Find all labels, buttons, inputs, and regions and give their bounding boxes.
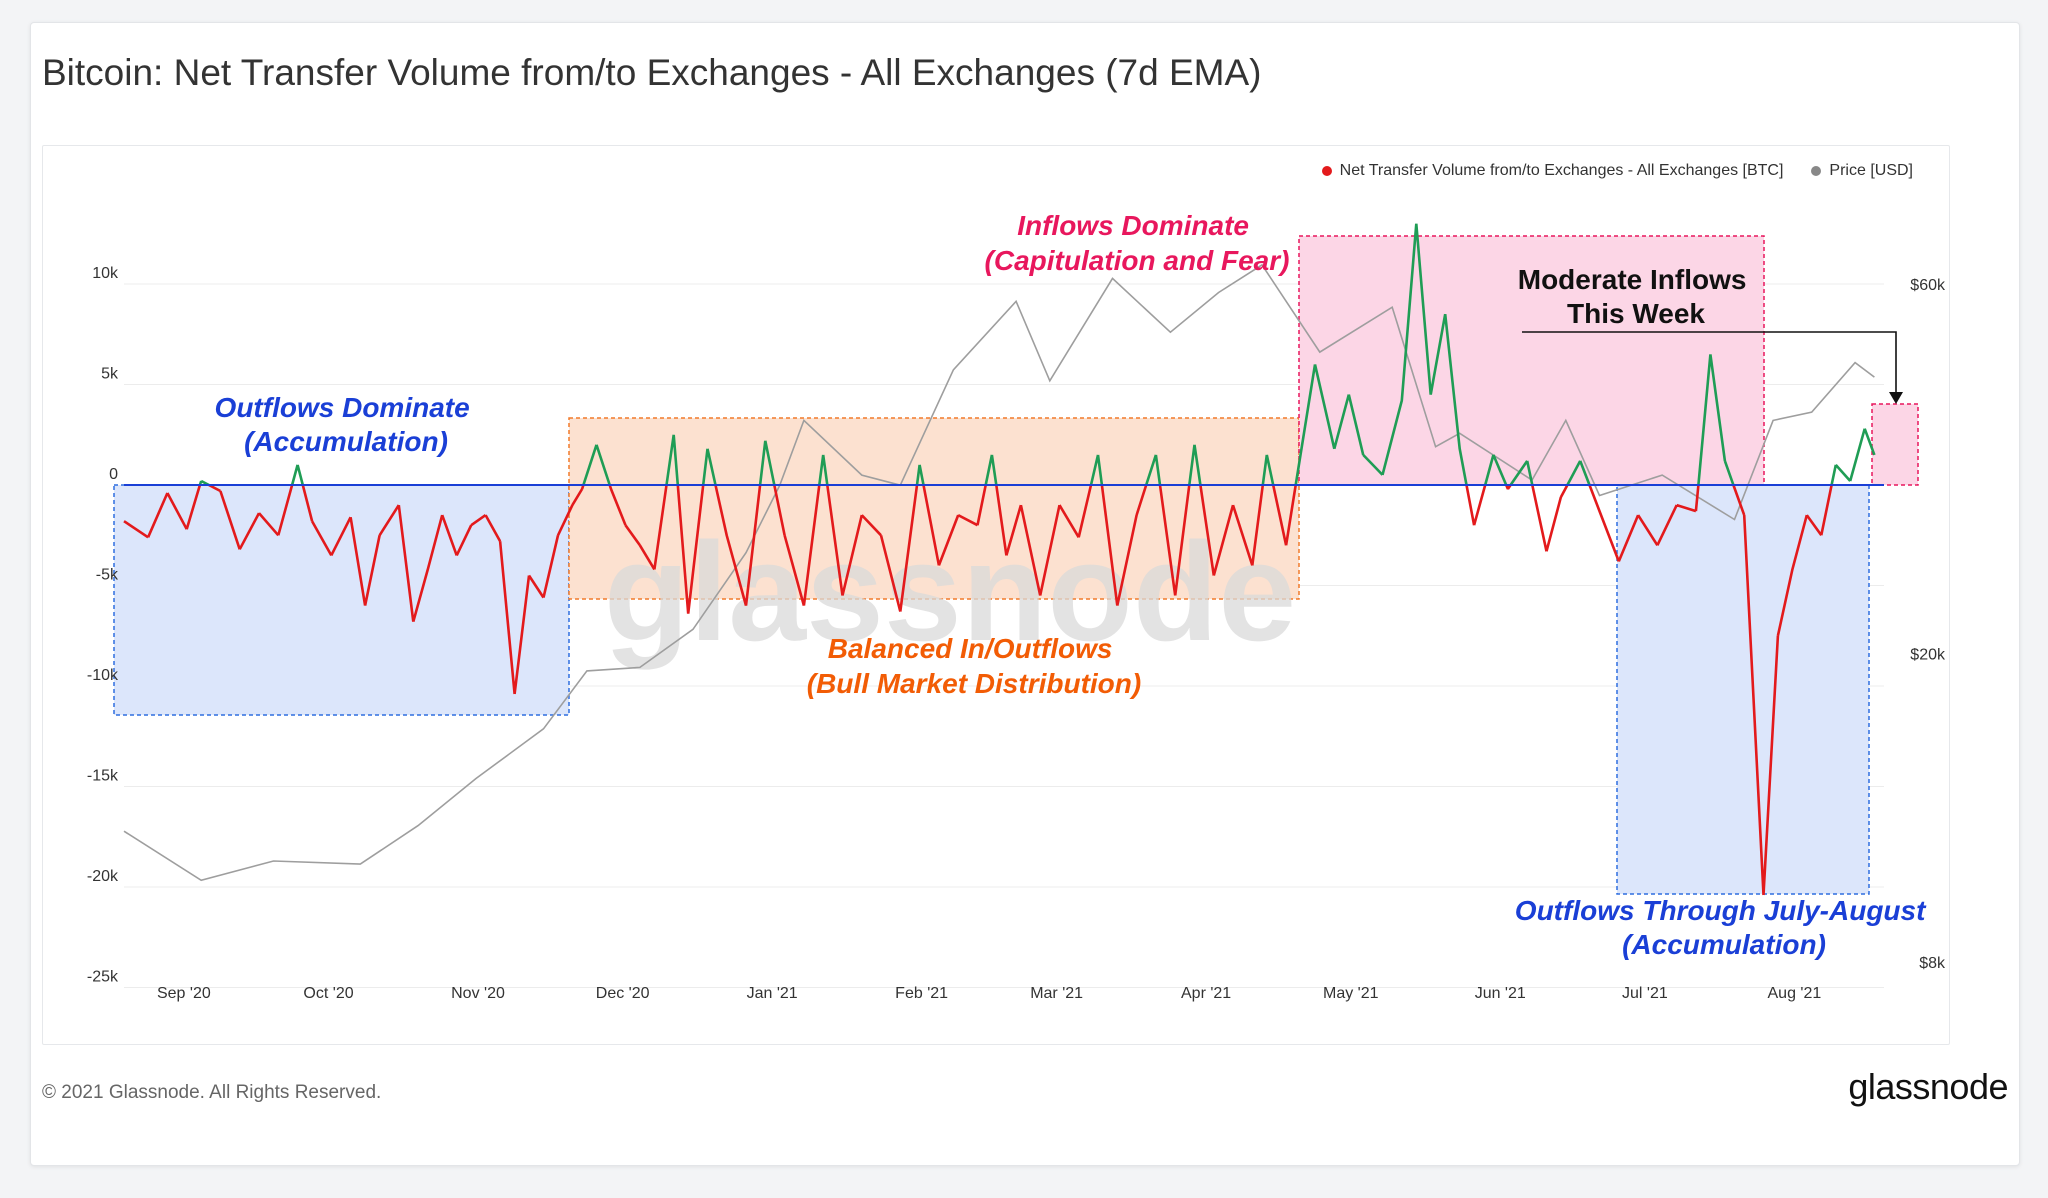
x-tick-label: Dec '20: [596, 985, 650, 1002]
legend-dot-grey: [1811, 166, 1822, 176]
legend-label-price: Price [USD]: [1829, 162, 1913, 179]
footer-copyright: © 2021 Glassnode. All Rights Reserved.: [42, 1082, 382, 1103]
annotation-line: (Accumulation): [244, 426, 448, 457]
region-inflows: [1298, 235, 1765, 486]
arrow-head: [1889, 392, 1903, 404]
annotation-july-august: Outflows Through July-August (Accumulati…: [1515, 895, 1933, 960]
legend: Net Transfer Volume from/to Exchanges - …: [1321, 162, 1913, 180]
legend-item-net-transfer[interactable]: Net Transfer Volume from/to Exchanges - …: [1321, 162, 1784, 180]
highlight-regions: [113, 235, 1919, 895]
x-tick-label: Sep '20: [157, 985, 211, 1002]
y-right-tick-label: $60k: [1910, 277, 1946, 294]
x-tick-label: Mar '21: [1030, 985, 1083, 1002]
y-right-tick-label: $20k: [1910, 647, 1946, 664]
y-axis-left: 10k 5k 0 -5k -10k -15k -20k -25k: [87, 265, 119, 986]
x-tick-label: Aug '21: [1768, 985, 1822, 1002]
annotation-line: Inflows Dominate: [1017, 210, 1249, 241]
y-left-tick-label: -10k: [87, 667, 119, 684]
x-tick-label: Feb '21: [895, 985, 948, 1002]
annotation-line: (Bull Market Distribution): [807, 668, 1141, 699]
x-axis: Sep '20 Oct '20 Nov '20 Dec '20 Jan '21 Feb '…: [157, 985, 1821, 1002]
annotation-moderate-inflows: Moderate Inflows This Week: [1518, 264, 1754, 329]
annotation-line: Outflows Dominate: [215, 392, 470, 423]
region-accumulation-left: [113, 484, 570, 716]
y-axis-right: $60k $20k $8k: [1910, 277, 1946, 972]
annotation-line: (Accumulation): [1622, 929, 1826, 960]
net-transfer-outflow-line: [123, 483, 1833, 896]
annotation-outflows-dominate: Outflows Dominate (Accumulation): [215, 392, 478, 457]
region-accumulation-right: [1616, 484, 1870, 895]
legend-label-net-transfer: Net Transfer Volume from/to Exchanges - …: [1339, 162, 1784, 179]
y-left-tick-label: 10k: [92, 265, 119, 282]
annotation-line: Balanced In/Outflows: [828, 633, 1113, 664]
y-left-tick-label: -25k: [87, 969, 119, 986]
x-tick-label: Oct '20: [303, 985, 353, 1002]
x-tick-label: May '21: [1323, 985, 1379, 1002]
x-tick-label: Jan '21: [747, 985, 798, 1002]
annotations: Outflows Dominate (Accumulation) Balance…: [215, 210, 1933, 960]
annotation-line: This Week: [1567, 298, 1705, 329]
x-tick-label: Apr '21: [1181, 985, 1231, 1002]
y-left-tick-label: 0: [109, 466, 118, 483]
y-left-tick-label: -15k: [87, 768, 119, 785]
annotation-line: (Capitulation and Fear): [985, 245, 1290, 276]
net-transfer-inflow-line: [198, 223, 1876, 487]
footer-logo: glassnode: [1848, 1066, 2008, 1107]
region-this-week: [1871, 403, 1919, 486]
annotation-line: Moderate Inflows: [1518, 264, 1747, 295]
y-right-tick-label: $8k: [1919, 955, 1946, 972]
legend-dot-red: [1321, 166, 1332, 176]
y-left-tick-label: -20k: [87, 868, 119, 885]
x-tick-label: Jun '21: [1475, 985, 1526, 1002]
x-tick-label: Nov '20: [451, 985, 505, 1002]
price-series-line: [123, 263, 1875, 882]
arrow-path: [1522, 331, 1897, 400]
this-week-arrow: [1522, 331, 1903, 404]
annotation-line: Outflows Through July-August: [1515, 895, 1927, 926]
chart-title: Bitcoin: Net Transfer Volume from/to Exc…: [42, 52, 1262, 93]
y-left-tick-label: -5k: [96, 567, 119, 584]
y-left-tick-label: 5k: [101, 366, 119, 383]
annotation-inflows-dominate: Inflows Dominate (Capitulation and Fear): [985, 210, 1290, 276]
annotation-balanced: Balanced In/Outflows (Bull Market Distri…: [807, 633, 1141, 699]
x-tick-label: Jul '21: [1622, 985, 1668, 1002]
legend-item-price[interactable]: Price [USD]: [1811, 162, 1913, 180]
